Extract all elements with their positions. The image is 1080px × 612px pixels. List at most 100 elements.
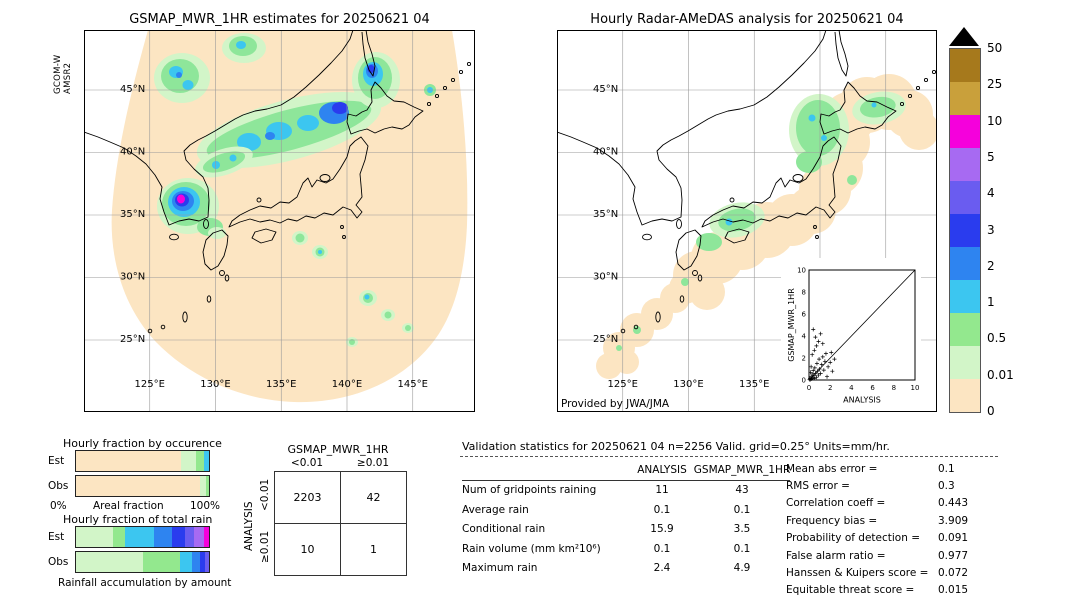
bar-segment	[154, 527, 172, 547]
total-rain-obs-label: Obs	[48, 556, 69, 568]
colorbar-block	[950, 346, 980, 379]
score-value: 0.091	[938, 532, 969, 545]
colorbar-block	[950, 280, 980, 313]
contingency-col-labels: <0.01 ≥0.01	[274, 457, 406, 469]
colorbar-label: 0.01	[987, 367, 1014, 382]
stats-table: ANALYSIS GSMAP_MWR_1HR Num of gridpoints…	[462, 461, 790, 578]
bar-segment	[191, 552, 200, 572]
inset-xlabel: ANALYSIS	[843, 396, 881, 405]
occurrence-obs-label: Obs	[48, 480, 69, 492]
colorbar-block	[950, 214, 980, 247]
right-map-frame	[557, 30, 937, 412]
contingency-cell: 10	[274, 523, 341, 576]
score-label: RMS error =	[786, 480, 850, 493]
lat-tick: 30°N	[120, 272, 145, 283]
bar-segment	[199, 552, 205, 572]
bar-segment	[76, 552, 143, 572]
stats-scores: Mean abs error = 0.1 RMS error = 0.3 Corre…	[786, 460, 968, 599]
lon-tick: 125°E	[608, 379, 638, 390]
stats-row-label: Average rain	[462, 503, 529, 516]
colorbar-block	[950, 148, 980, 181]
stats-row-label: Num of gridpoints raining	[462, 484, 597, 497]
inset-ticks: 10 8 6 4 2 0 0 2 4 6 8 10	[797, 267, 919, 393]
score-value: 0.3	[938, 480, 955, 493]
stats-value: 0.1	[733, 503, 751, 516]
bar-segment	[195, 451, 204, 471]
contingency-title: GSMAP_MWR_1HR	[287, 443, 389, 456]
stats-divider	[460, 456, 998, 457]
left-map-title: GSMAP_MWR_1HR estimates for 20250621 04	[129, 12, 430, 27]
colorbar-label: 10	[987, 113, 1003, 128]
contingency-cell: 2203	[274, 471, 341, 524]
radar-precip-layer	[616, 91, 906, 351]
areal-fraction-axis: 0% Areal fraction 100%	[50, 500, 220, 512]
lat-tick: 30°N	[593, 272, 618, 283]
inset-ylabel: GSMAP_MWR_1HR	[787, 288, 796, 362]
svg-text:10: 10	[911, 384, 920, 392]
stats-value: 0.1	[733, 542, 751, 555]
colorbar-block	[950, 313, 980, 346]
colorbar-label: 0.5	[987, 331, 1007, 346]
sensor-line-2: AMSR2	[63, 62, 73, 94]
occurrence-obs-bar	[75, 475, 210, 497]
stats-header-analysis: ANALYSIS	[630, 461, 694, 481]
stats-value: 0.1	[653, 542, 671, 555]
radar-map: 45°N 40°N 35°N 30°N 25°N 125°E 130°E 135…	[557, 30, 937, 412]
lat-tick: 35°N	[120, 209, 145, 220]
lon-tick: 125°E	[135, 379, 165, 390]
lon-tick: 135°E	[266, 379, 296, 390]
lat-tick: 25°N	[120, 334, 145, 345]
colorbar-label: 2	[987, 258, 995, 273]
bar-segment	[199, 476, 207, 496]
colorbar-label: 50	[987, 41, 1003, 55]
occurrence-title: Hourly fraction by occurence	[63, 437, 222, 450]
lon-tick: 135°E	[739, 379, 769, 390]
svg-text:2: 2	[828, 384, 832, 392]
svg-text:8: 8	[802, 289, 806, 297]
score-label: Correlation coeff =	[786, 497, 886, 510]
bar-segment	[76, 527, 114, 547]
stats-title: Validation statistics for 20250621 04 n=…	[462, 440, 890, 453]
svg-text:6: 6	[802, 311, 807, 319]
gsmap-map: 45°N 40°N 35°N 30°N 25°N 125°E 130°E 135…	[84, 30, 475, 412]
score-label: Probability of detection =	[786, 532, 921, 545]
score-value: 0.072	[938, 567, 969, 580]
colorbar-block	[950, 82, 980, 115]
sensor-label: GCOM-W AMSR2	[53, 55, 73, 94]
left-map-ticks: 45°N 40°N 35°N 30°N 25°N 125°E 130°E 135…	[120, 84, 428, 390]
svg-text:6: 6	[870, 384, 875, 392]
colorbar-overflow-arrow-icon	[949, 27, 979, 46]
right-map-ticks: 45°N 40°N 35°N 30°N 25°N 125°E 130°E 135…	[593, 84, 769, 390]
bar-segment	[179, 552, 192, 572]
lon-tick: 130°E	[673, 379, 703, 390]
score-label: False alarm ratio =	[786, 549, 886, 562]
lon-tick: 130°E	[200, 379, 230, 390]
bar-segment	[203, 451, 209, 471]
svg-text:10: 10	[797, 267, 806, 275]
stats-row-label: Rain volume (mm km²10⁶)	[462, 542, 601, 555]
score-value: 3.909	[938, 514, 969, 527]
stats-row-label: Conditional rain	[462, 523, 546, 536]
stats-header-gsmap: GSMAP_MWR_1HR	[694, 461, 790, 481]
occurrence-est-bar	[75, 450, 210, 472]
right-map-title: Hourly Radar-AMeDAS analysis for 2025062…	[590, 12, 904, 27]
colorbar-label: 5	[987, 149, 995, 164]
credit-text: Provided by JWA/JMA	[561, 398, 670, 410]
score-value: 0.1	[938, 462, 955, 475]
amsr2-swath	[111, 30, 468, 403]
radar-coverage	[596, 74, 937, 379]
colorbar-block	[950, 49, 980, 82]
one-to-one-line	[808, 269, 916, 381]
bar-segment	[206, 476, 209, 496]
score-label: Hanssen & Kuipers score =	[786, 567, 929, 580]
lat-tick: 25°N	[593, 334, 618, 345]
svg-text:4: 4	[802, 333, 807, 341]
score-value: 0.977	[938, 549, 969, 562]
colorbar-label: 1	[987, 295, 995, 310]
contingency-row-axis: ANALYSIS	[243, 501, 255, 551]
contingency-col-lt: <0.01	[290, 457, 324, 469]
contingency-row-ge: ≥0.01	[259, 530, 271, 563]
score-value: 0.443	[938, 497, 969, 510]
bar-segment	[171, 527, 186, 547]
